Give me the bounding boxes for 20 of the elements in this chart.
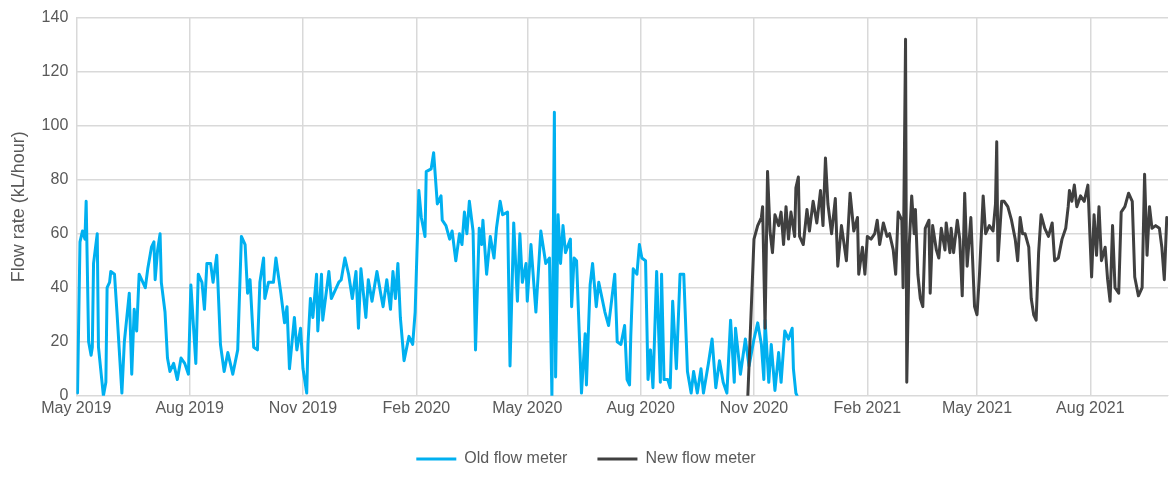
legend-label: Old flow meter (464, 449, 569, 467)
y-tick-label: 60 (50, 224, 69, 242)
y-tick-label: 140 (41, 8, 69, 26)
x-tick-label: Nov 2019 (268, 398, 338, 416)
x-tick-label: Feb 2021 (833, 398, 902, 416)
x-tick-label: Feb 2020 (382, 398, 451, 416)
x-tick-label: Aug 2021 (1056, 398, 1125, 416)
y-tick-label: 100 (41, 116, 69, 134)
x-tick-label: Nov 2020 (719, 398, 789, 416)
y-tick-label: 0 (59, 386, 69, 404)
y-tick-label: 80 (50, 170, 69, 188)
x-tick-label: May 2021 (941, 398, 1013, 416)
x-tick-label: May 2020 (492, 398, 563, 416)
y-tick-label: 20 (50, 332, 69, 350)
y-tick-label: 40 (50, 278, 69, 296)
x-tick-label: Aug 2019 (155, 398, 225, 416)
x-tick-label: Aug 2020 (606, 398, 675, 416)
y-axis-title: Flow rate (kL/hour) (7, 131, 28, 283)
y-tick-label: 120 (41, 62, 69, 80)
legend-label: New flow meter (645, 449, 757, 467)
